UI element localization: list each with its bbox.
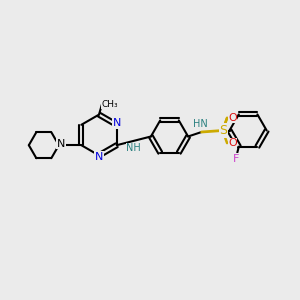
Text: NH: NH [126, 143, 141, 153]
Text: CH₃: CH₃ [101, 100, 118, 109]
Text: N: N [95, 152, 103, 162]
Text: O: O [228, 113, 237, 123]
Text: N: N [112, 118, 121, 128]
Text: HN: HN [193, 118, 208, 129]
Text: S: S [219, 124, 227, 137]
Text: F: F [232, 154, 239, 164]
Text: O: O [228, 138, 237, 148]
Text: N: N [57, 139, 65, 149]
